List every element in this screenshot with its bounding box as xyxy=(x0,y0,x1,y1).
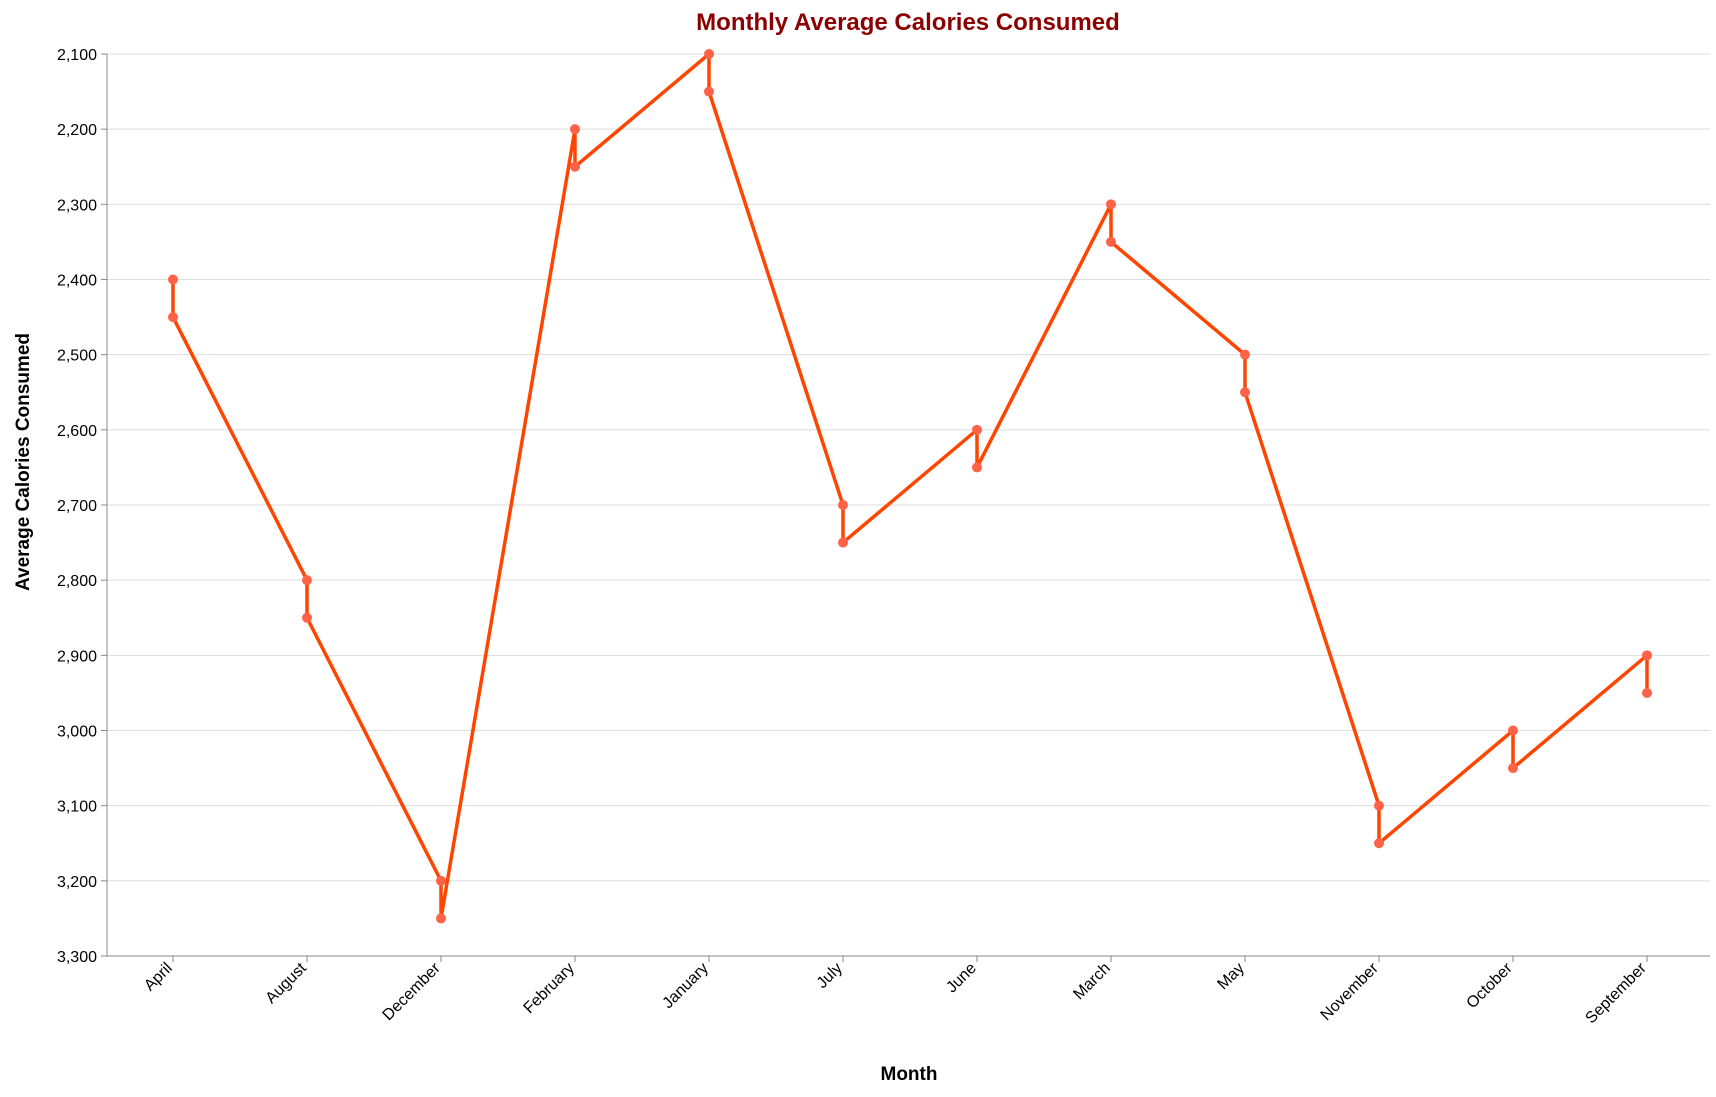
x-tick-label-january: January xyxy=(660,960,712,1012)
x-tick-label-november: November xyxy=(1318,959,1383,1024)
x-tick-label-february: February xyxy=(521,960,578,1017)
data-point-december-3250 xyxy=(436,913,446,924)
data-point-july-2700 xyxy=(838,500,848,510)
axes: 2,100 2,200 2,300 2,400 2,500 2,600 2,700 2,800… xyxy=(57,47,1710,1027)
y-tick-label: 3,200 xyxy=(57,874,97,891)
data-point-march-2350 xyxy=(1106,236,1116,247)
y-tick-label: 2,800 xyxy=(57,573,97,590)
data-point-september-2900 xyxy=(1642,650,1652,661)
data-point-march-2300 xyxy=(1106,199,1116,210)
data-point-july-2750 xyxy=(838,537,848,548)
data-point-may-2500 xyxy=(1240,349,1250,360)
data-points xyxy=(168,49,1652,924)
data-point-august-2850 xyxy=(302,612,312,623)
x-axis-title: Month xyxy=(881,1064,938,1085)
data-point-october-3000 xyxy=(1508,725,1518,736)
x-tick-label-march: March xyxy=(1070,960,1113,1003)
y-tick-label: 2,900 xyxy=(57,648,97,665)
y-axis-title: Average Calories Consumed xyxy=(13,333,34,591)
y-tick-label: 2,600 xyxy=(57,423,97,440)
y-tick-label: 2,300 xyxy=(57,197,97,214)
y-tick-label: 2,700 xyxy=(57,498,97,515)
y-tick-label: 2,100 xyxy=(57,47,97,64)
grid-lines xyxy=(107,53,1710,957)
data-point-september-2950 xyxy=(1642,687,1652,698)
data-point-february-2250 xyxy=(570,161,580,172)
x-tick-label-october: October xyxy=(1464,959,1517,1012)
data-point-april-2450 xyxy=(168,312,178,323)
x-tick-label-june: June xyxy=(943,960,980,997)
x-tick-label-september: September xyxy=(1582,959,1650,1027)
data-point-november-3100 xyxy=(1374,800,1384,811)
data-point-november-3150 xyxy=(1374,838,1384,849)
x-tick-label-december: December xyxy=(380,959,445,1024)
data-point-october-3050 xyxy=(1508,763,1518,774)
y-tick-label: 3,000 xyxy=(57,724,97,741)
x-tick-label-july: July xyxy=(814,960,846,992)
data-point-june-2650 xyxy=(972,462,982,473)
data-point-may-2550 xyxy=(1240,387,1250,398)
data-point-january-2100 xyxy=(704,49,714,59)
y-tick-label: 2,400 xyxy=(57,273,97,290)
data-point-june-2600 xyxy=(972,424,982,435)
chart-title: Monthly Average Calories Consumed xyxy=(696,9,1120,36)
data-point-april-2400 xyxy=(168,274,178,285)
x-tick-label-april: April xyxy=(141,960,176,995)
series-line xyxy=(171,50,1649,919)
data-point-february-2200 xyxy=(570,124,580,135)
x-tick-label-august: August xyxy=(263,959,311,1007)
data-point-august-2800 xyxy=(302,575,312,586)
data-point-january-2150 xyxy=(704,86,714,97)
x-tick-label-may: May xyxy=(1214,960,1247,993)
data-point-december-3200 xyxy=(436,875,446,886)
y-tick-label: 3,300 xyxy=(57,949,97,966)
y-tick-label: 2,500 xyxy=(57,348,97,365)
series-line-layer xyxy=(171,50,1649,919)
y-tick-label: 2,200 xyxy=(57,122,97,139)
y-tick-label: 3,100 xyxy=(57,799,97,816)
